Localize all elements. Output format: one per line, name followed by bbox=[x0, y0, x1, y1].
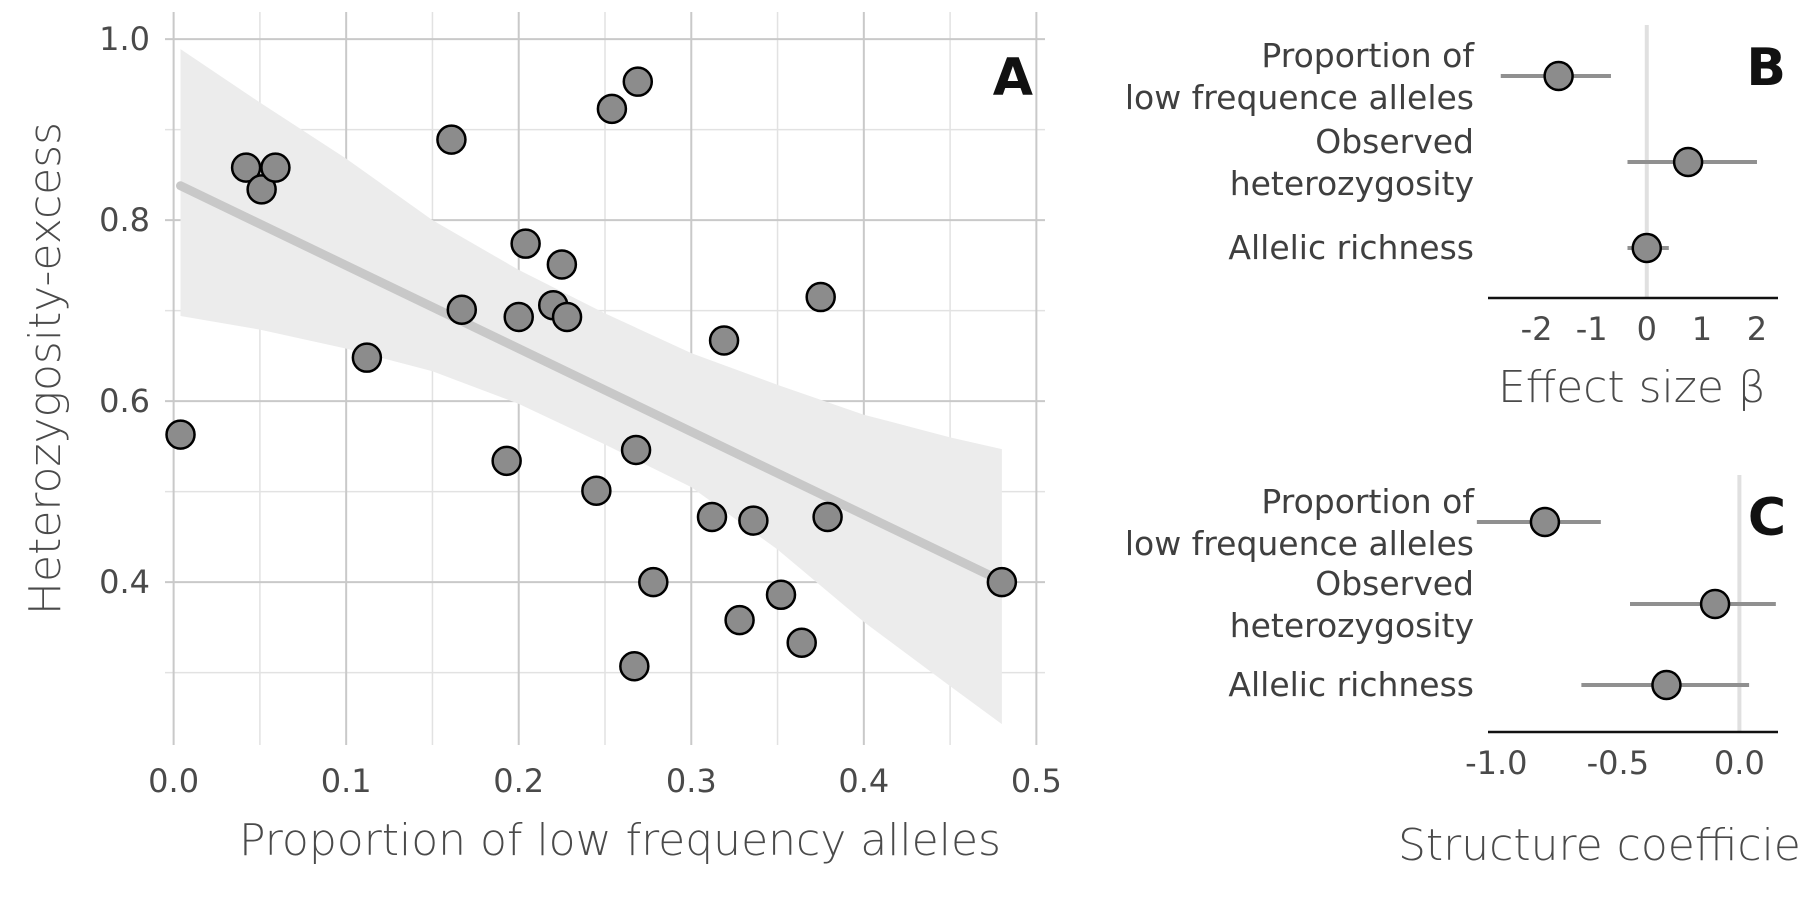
data-point bbox=[246, 174, 277, 205]
x-tick-label: 0.5 bbox=[1011, 762, 1062, 800]
data-point bbox=[724, 604, 755, 636]
x-axis-title: Structure coefficient bbox=[1398, 820, 1800, 871]
category-label: Proportion of bbox=[1261, 36, 1475, 75]
category-label: Allelic richness bbox=[1228, 228, 1474, 267]
x-axis-title: Effect size β bbox=[1498, 362, 1766, 413]
x-tick-label: 1 bbox=[1692, 310, 1712, 348]
data-point bbox=[620, 434, 652, 466]
estimate-point bbox=[1543, 60, 1574, 92]
data-point bbox=[638, 566, 669, 598]
x-tick-label: -2 bbox=[1521, 310, 1553, 348]
x-tick-label: 0.2 bbox=[493, 762, 544, 800]
data-point bbox=[546, 249, 578, 280]
data-point bbox=[812, 501, 843, 533]
category-label: heterozygosity bbox=[1230, 606, 1474, 645]
data-point bbox=[581, 475, 612, 506]
data-point bbox=[596, 93, 628, 125]
category-label: Proportion of bbox=[1261, 482, 1475, 521]
data-point bbox=[260, 152, 291, 183]
panel-a-scatter: 0.0 0.1 0.2 0.3 0.4 0.5 0.4 0.6 0.8 1.0 Proportion… bbox=[20, 12, 1062, 866]
x-tick-label: 2 bbox=[1747, 310, 1767, 348]
data-point bbox=[351, 342, 383, 373]
x-tick-label: 0 bbox=[1637, 310, 1657, 348]
estimate-point bbox=[1699, 588, 1731, 620]
estimate-point bbox=[1651, 669, 1682, 701]
data-point bbox=[738, 505, 769, 536]
regression-line bbox=[176, 181, 1007, 586]
data-point bbox=[619, 651, 650, 682]
estimate-point bbox=[1672, 146, 1704, 178]
x-axis-title: Proportion of low frequency alleles bbox=[239, 815, 1001, 866]
category-label: Allelic richness bbox=[1228, 665, 1474, 704]
y-tick-label: 0.8 bbox=[99, 201, 150, 239]
data-point bbox=[696, 501, 728, 533]
data-point bbox=[805, 281, 836, 313]
estimate-point bbox=[1631, 232, 1663, 264]
x-tick-label: 0.0 bbox=[148, 762, 199, 800]
data-point bbox=[491, 445, 522, 477]
data-point bbox=[510, 228, 541, 259]
x-tick-label: 0.1 bbox=[321, 762, 372, 800]
data-point bbox=[230, 152, 262, 183]
category-label: low frequence alleles bbox=[1125, 524, 1474, 563]
data-point bbox=[786, 627, 817, 658]
y-tick-label: 0.4 bbox=[99, 563, 150, 601]
y-tick-label: 1.0 bbox=[99, 20, 150, 58]
data-point bbox=[503, 301, 534, 333]
category-label: Observed bbox=[1315, 564, 1474, 603]
panel-label-a: A bbox=[993, 48, 1033, 108]
data-point bbox=[436, 124, 467, 155]
panel-label-b: B bbox=[1746, 38, 1786, 98]
y-tick-label: 0.6 bbox=[99, 382, 150, 420]
panel-label-c: C bbox=[1748, 488, 1786, 548]
x-tick-label: 0.0 bbox=[1714, 744, 1765, 782]
y-axis-title: Heterozygosity-excess bbox=[20, 122, 71, 615]
x-tick-label: -1.0 bbox=[1465, 744, 1527, 782]
x-tick-label: -1 bbox=[1576, 310, 1608, 348]
data-point bbox=[551, 301, 583, 333]
data-point bbox=[986, 566, 1018, 598]
data-point bbox=[708, 325, 740, 356]
data-point bbox=[622, 66, 654, 97]
data-point bbox=[165, 419, 196, 450]
category-label: low frequence alleles bbox=[1125, 78, 1474, 117]
x-tick-label: 0.4 bbox=[838, 762, 889, 800]
category-label: heterozygosity bbox=[1230, 164, 1474, 203]
data-point bbox=[765, 579, 797, 611]
data-point bbox=[446, 294, 478, 325]
estimate-point bbox=[1529, 506, 1561, 538]
x-tick-label: 0.3 bbox=[666, 762, 717, 800]
x-tick-label: -0.5 bbox=[1587, 744, 1649, 782]
category-label: Observed bbox=[1315, 122, 1474, 161]
